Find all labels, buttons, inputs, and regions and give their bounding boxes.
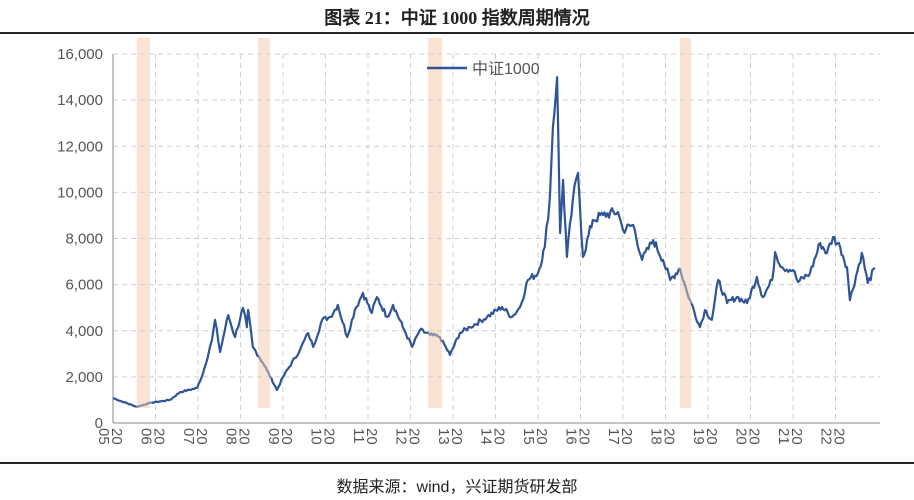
series-line-segment [112, 397, 138, 408]
legend-label: 中证1000 [472, 60, 540, 78]
x-tick-label: 2009 [265, 428, 295, 445]
y-tick-label: 12,000 [57, 138, 103, 155]
series-line-segment-highlighted [257, 356, 272, 379]
x-tick-label: 2006 [138, 428, 168, 445]
x-tick-label: 2011 [350, 428, 380, 445]
x-tick-label: 2007 [180, 428, 210, 445]
series-line-segment-highlighted [427, 332, 444, 343]
y-tick-label: 10,000 [57, 184, 103, 201]
gridlines [112, 53, 880, 424]
y-tick-label: 0 [95, 415, 103, 432]
highlight-band [427, 38, 442, 408]
y-tick-label: 2,000 [65, 369, 103, 386]
x-tick-label: 2010 [308, 428, 338, 445]
x-tick-label: 2013 [435, 428, 465, 445]
y-tick-label: 6,000 [65, 277, 103, 294]
x-tick-label: 2005 [95, 428, 125, 445]
x-tick-label: 2018 [648, 428, 678, 445]
highlight-band [136, 38, 150, 408]
x-tick-label: 2017 [605, 428, 635, 445]
highlight-bands [136, 38, 691, 408]
y-axis-ticks: 0 2,000 4,000 6,000 8,000 10,000 12,000 14,000 1… [57, 46, 103, 432]
x-tick-label: 2021 [775, 428, 805, 445]
series-line-segment-highlighted [136, 401, 152, 408]
x-tick-label: 2019 [690, 428, 720, 445]
x-axis-ticks: 2005 2006 2007 2008 2009 2010 2011 2012 2013 2014… [95, 428, 848, 445]
x-tick-label: 2022 [818, 428, 848, 445]
bottom-rule [0, 462, 914, 464]
highlight-band [679, 38, 691, 408]
x-tick-label: 2008 [223, 428, 253, 445]
x-tick-label: 2016 [563, 428, 593, 445]
top-rule [0, 32, 914, 34]
x-tick-label: 2015 [520, 428, 550, 445]
series-line-segment [690, 235, 876, 329]
series-lines [112, 75, 876, 408]
y-tick-label: 14,000 [57, 92, 103, 109]
x-tick-label: 2020 [733, 428, 763, 445]
source-note: 数据来源：wind，兴证期货研发部 [336, 479, 578, 496]
series-line-segment-highlighted [678, 267, 693, 304]
legend: 中证1000 [427, 60, 540, 78]
highlight-band [257, 38, 270, 408]
y-tick-label: 4,000 [65, 323, 103, 340]
chart-title: 图表 21：中证 1000 指数周期情况 [324, 8, 590, 28]
series-line-segment [270, 291, 429, 392]
series-line-segment [441, 75, 681, 357]
series-line-segment [151, 306, 260, 404]
y-tick-label: 16,000 [57, 46, 103, 63]
y-tick-label: 8,000 [65, 231, 103, 248]
x-tick-label: 2012 [393, 428, 423, 445]
x-tick-label: 2014 [478, 428, 508, 445]
